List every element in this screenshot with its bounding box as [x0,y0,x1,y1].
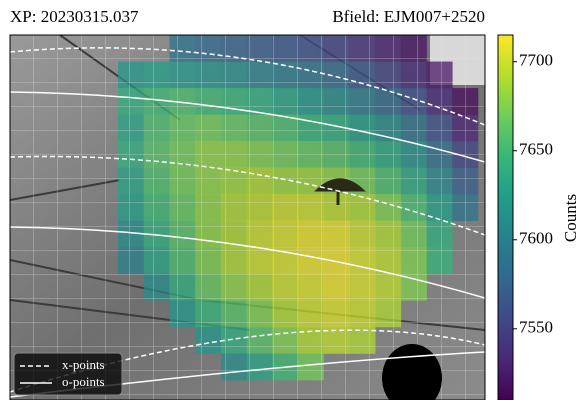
x-point-line [10,155,485,236]
legend-label: x-points [62,357,105,372]
colorbar-tick-label: 7700 [519,51,553,70]
legend-label: o-points [62,374,105,389]
colorbar-tick-label: 7600 [519,229,553,248]
image-structure [314,178,366,205]
o-point-line [10,226,485,299]
colorbar-tick-label: 7650 [519,140,553,159]
colorbar [497,34,514,400]
title: XP: 20230315.037 [10,7,139,26]
x-point-line [10,47,485,126]
o-point-line [10,91,485,163]
colorbar-tick-label: 7550 [519,318,553,337]
subtitle: Bfield: EJM007+2520 [332,7,485,26]
legend: x-points o-points [13,352,123,396]
colorbar-label: Counts [561,194,580,242]
plot-area: x-points o-points [10,35,485,400]
plot-frame [9,34,486,400]
legend-box [13,352,123,396]
